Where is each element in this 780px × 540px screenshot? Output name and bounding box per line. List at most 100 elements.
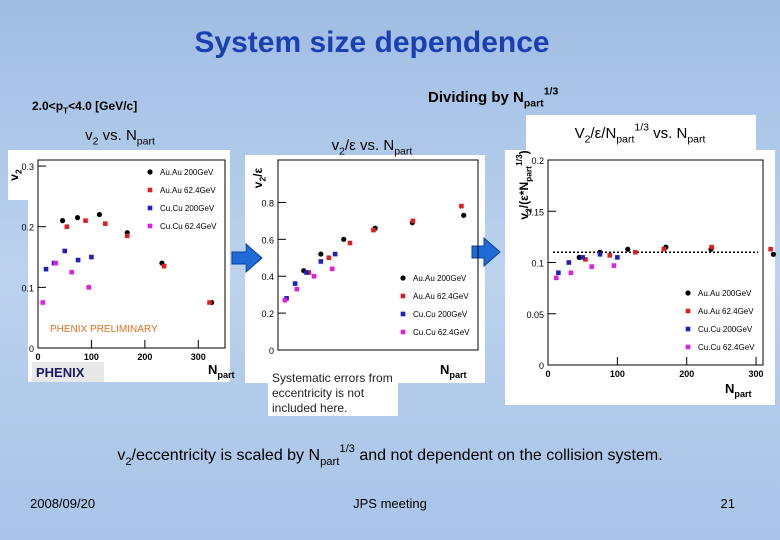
- y-tick-label: 0.8: [261, 198, 274, 208]
- text-part: part: [616, 134, 634, 146]
- legend-marker: [147, 223, 153, 229]
- point: [96, 211, 103, 218]
- text-part: part: [217, 370, 234, 380]
- text-part: 2: [125, 456, 131, 468]
- legend-label: Cu.Cu 200GeV: [698, 325, 753, 334]
- legend-marker: [685, 326, 691, 332]
- point: [607, 253, 613, 258]
- point: [459, 203, 464, 209]
- text-part: <4.0 [GeV/c]: [68, 99, 137, 113]
- x-tick-label: 0: [545, 369, 550, 379]
- logo-box: [32, 362, 104, 382]
- text-part: vs. N: [649, 125, 687, 142]
- note: Systematic errors from: [272, 371, 393, 385]
- y-axis-label: v2: [7, 169, 24, 181]
- legend-marker: [147, 205, 153, 211]
- plot-frame: [277, 159, 479, 351]
- chart-title: V2/ε/Npart1/3 vs. Npart: [575, 122, 706, 146]
- date: 2008/09/20: [30, 496, 95, 511]
- plot-frame: [37, 159, 226, 349]
- point: [410, 218, 416, 224]
- text-part: v: [7, 174, 21, 181]
- y-tick-label: 0.15: [526, 207, 544, 217]
- legend-label: Au.Au 200GeV: [698, 289, 752, 298]
- point: [75, 257, 81, 263]
- point: [770, 251, 777, 257]
- point: [86, 285, 92, 290]
- logo: PHENIX: [36, 365, 85, 380]
- point: [43, 266, 49, 272]
- legend-label: Cu.Cu 62.4GeV: [160, 222, 217, 231]
- text-part: /eccentricity is scaled by N: [132, 447, 321, 464]
- y-tick-label: 0: [29, 344, 34, 354]
- text-part: 1/3: [544, 86, 559, 98]
- text-part: 1/3: [339, 443, 355, 455]
- x-tick-label: 300: [749, 369, 764, 379]
- point: [304, 270, 309, 275]
- frame: [505, 150, 775, 405]
- text-part: T: [63, 106, 69, 116]
- text-part: 2: [93, 136, 99, 148]
- point: [69, 269, 74, 275]
- point: [59, 218, 66, 224]
- legend-marker: [400, 275, 406, 281]
- text-part: and not dependent on the collision syste…: [355, 447, 663, 464]
- point: [83, 218, 88, 223]
- y-tick-label: 0: [539, 361, 544, 371]
- legend-marker: [685, 290, 691, 296]
- point: [326, 255, 332, 261]
- note: included here.: [272, 401, 347, 415]
- text-part: 2: [524, 208, 534, 213]
- legend-label: Cu.Cu 200GeV: [413, 310, 468, 319]
- point: [554, 275, 559, 281]
- text-part: ): [517, 150, 531, 154]
- legend-label: Cu.Cu 62.4GeV: [698, 343, 755, 352]
- text-part: part: [734, 389, 751, 399]
- y-axis-label: v2/ε: [251, 168, 268, 189]
- point: [768, 246, 773, 252]
- chart-title: v2/ε vs. Npart: [332, 137, 413, 158]
- arrow: [471, 236, 501, 268]
- point: [40, 300, 46, 305]
- x-tick-label: 100: [610, 369, 625, 379]
- y-tick-label: 0.2: [531, 156, 544, 166]
- x-axis-label: Npart: [725, 381, 752, 399]
- point: [89, 254, 94, 260]
- point: [661, 246, 667, 252]
- text-part: /ε: [251, 168, 265, 177]
- y-tick-label: 0.4: [261, 272, 274, 282]
- point: [294, 286, 300, 292]
- y-tick-label: 0.05: [526, 310, 544, 320]
- y-axis-label: v2/(ε*Npart1/3): [514, 150, 534, 219]
- conclusion: v2/eccentricity is scaled by Npart1/3 an…: [117, 443, 662, 468]
- text-part: Dividing by N: [428, 89, 524, 106]
- x-tick-label: 300: [191, 352, 206, 362]
- text-part: N: [440, 362, 449, 377]
- legend-marker: [685, 308, 691, 314]
- legend-label: Au.Au 200GeV: [160, 168, 214, 177]
- point: [556, 270, 561, 276]
- point: [611, 263, 617, 268]
- point: [461, 212, 467, 218]
- point: [207, 300, 212, 305]
- y-tick-label: 0.6: [261, 235, 274, 245]
- frame: [245, 155, 485, 383]
- text-part: part: [687, 134, 705, 146]
- frame: [8, 150, 30, 200]
- text-part: /ε vs. N: [345, 137, 394, 154]
- point: [709, 244, 714, 250]
- text-part: part: [320, 456, 340, 468]
- text-part: /(ε*N: [517, 182, 531, 208]
- legend-marker: [147, 169, 153, 175]
- text-part: 1/3: [514, 154, 524, 166]
- legend-marker: [400, 293, 406, 299]
- legend-label: Au.Au 62.4GeV: [160, 186, 216, 195]
- pt-range: 2.0<pT<4.0 [GeV/c]: [32, 99, 137, 116]
- point: [332, 251, 338, 257]
- point: [580, 255, 585, 260]
- point: [371, 227, 376, 233]
- point: [347, 240, 353, 246]
- text-part: part: [524, 166, 534, 182]
- x-tick-label: 200: [137, 352, 152, 362]
